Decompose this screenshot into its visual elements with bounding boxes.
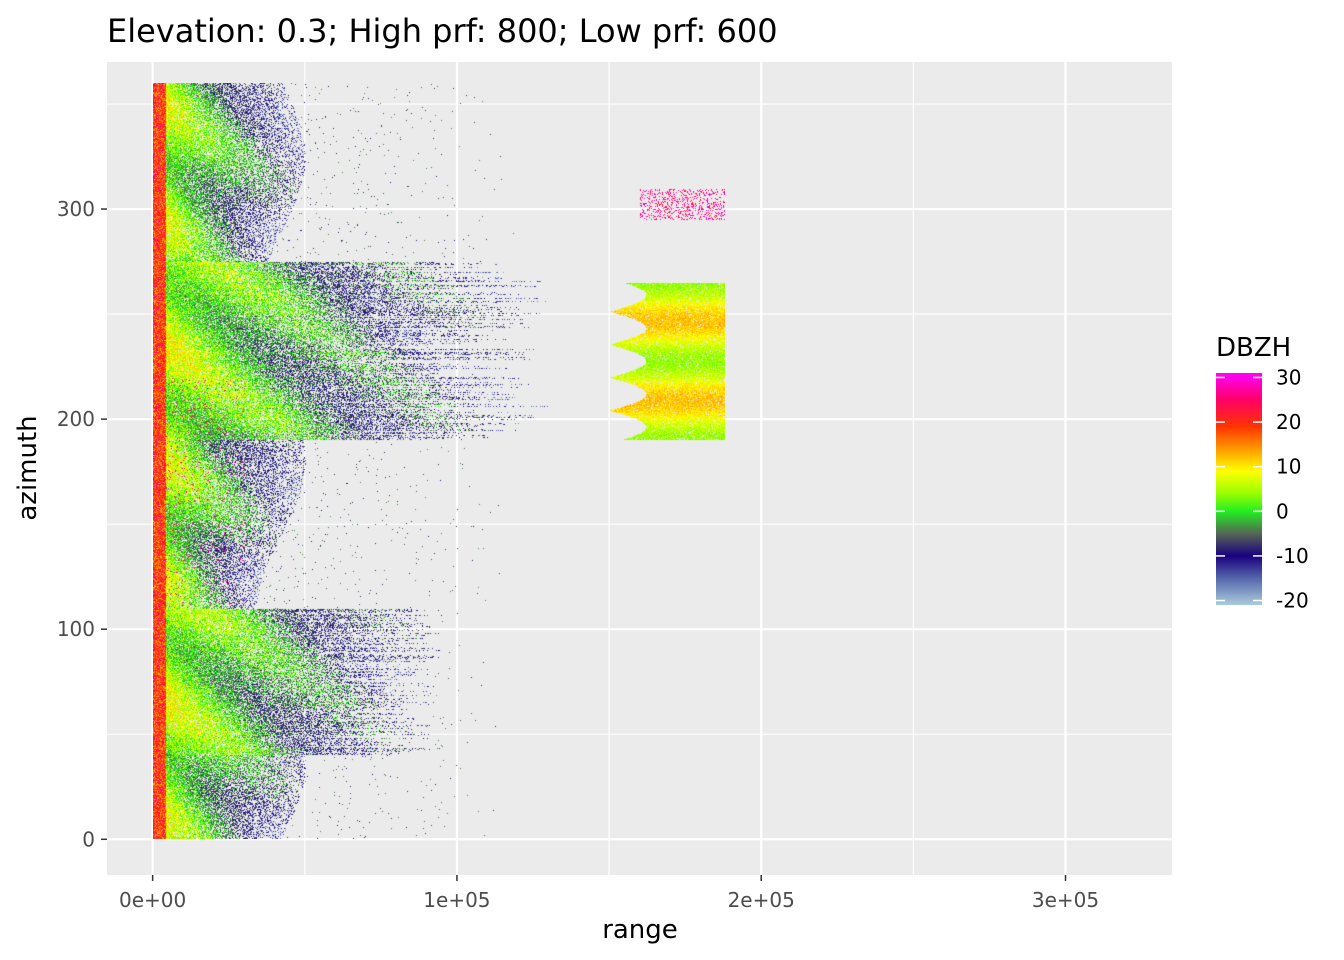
y-tick-label: 200 (57, 407, 95, 431)
legend: DBZH 30 20 10 0 -10 -20 (1216, 333, 1309, 613)
y-axis-title: azimuth (13, 415, 43, 520)
y-axis: 0 100 200 300 (57, 197, 107, 851)
legend-label: 20 (1276, 410, 1301, 434)
dbzh-raster (153, 83, 725, 839)
dbzh-heatmap (153, 83, 725, 839)
legend-label: -10 (1276, 544, 1309, 568)
x-tick-label: 0e+00 (119, 888, 186, 912)
y-tick-label: 100 (57, 617, 95, 641)
x-tick-label: 3e+05 (1032, 888, 1099, 912)
plot-panel (107, 62, 1172, 875)
legend-ticks: 30 20 10 0 -10 -20 (1216, 365, 1309, 613)
legend-label: 30 (1276, 365, 1301, 389)
legend-title: DBZH (1216, 333, 1291, 363)
legend-label: 10 (1276, 455, 1301, 479)
x-tick-label: 1e+05 (423, 888, 490, 912)
y-tick-label: 300 (57, 197, 95, 221)
x-axis: 0e+00 1e+05 2e+05 3e+05 (119, 875, 1099, 912)
x-tick-label: 2e+05 (728, 888, 795, 912)
legend-label: -20 (1276, 589, 1309, 613)
y-tick-label: 0 (82, 827, 95, 851)
legend-label: 0 (1276, 499, 1289, 523)
x-axis-title: range (602, 915, 678, 945)
legend-colorbar (1216, 373, 1262, 605)
chart-title: Elevation: 0.3; High prf: 800; Low prf: … (107, 12, 778, 50)
